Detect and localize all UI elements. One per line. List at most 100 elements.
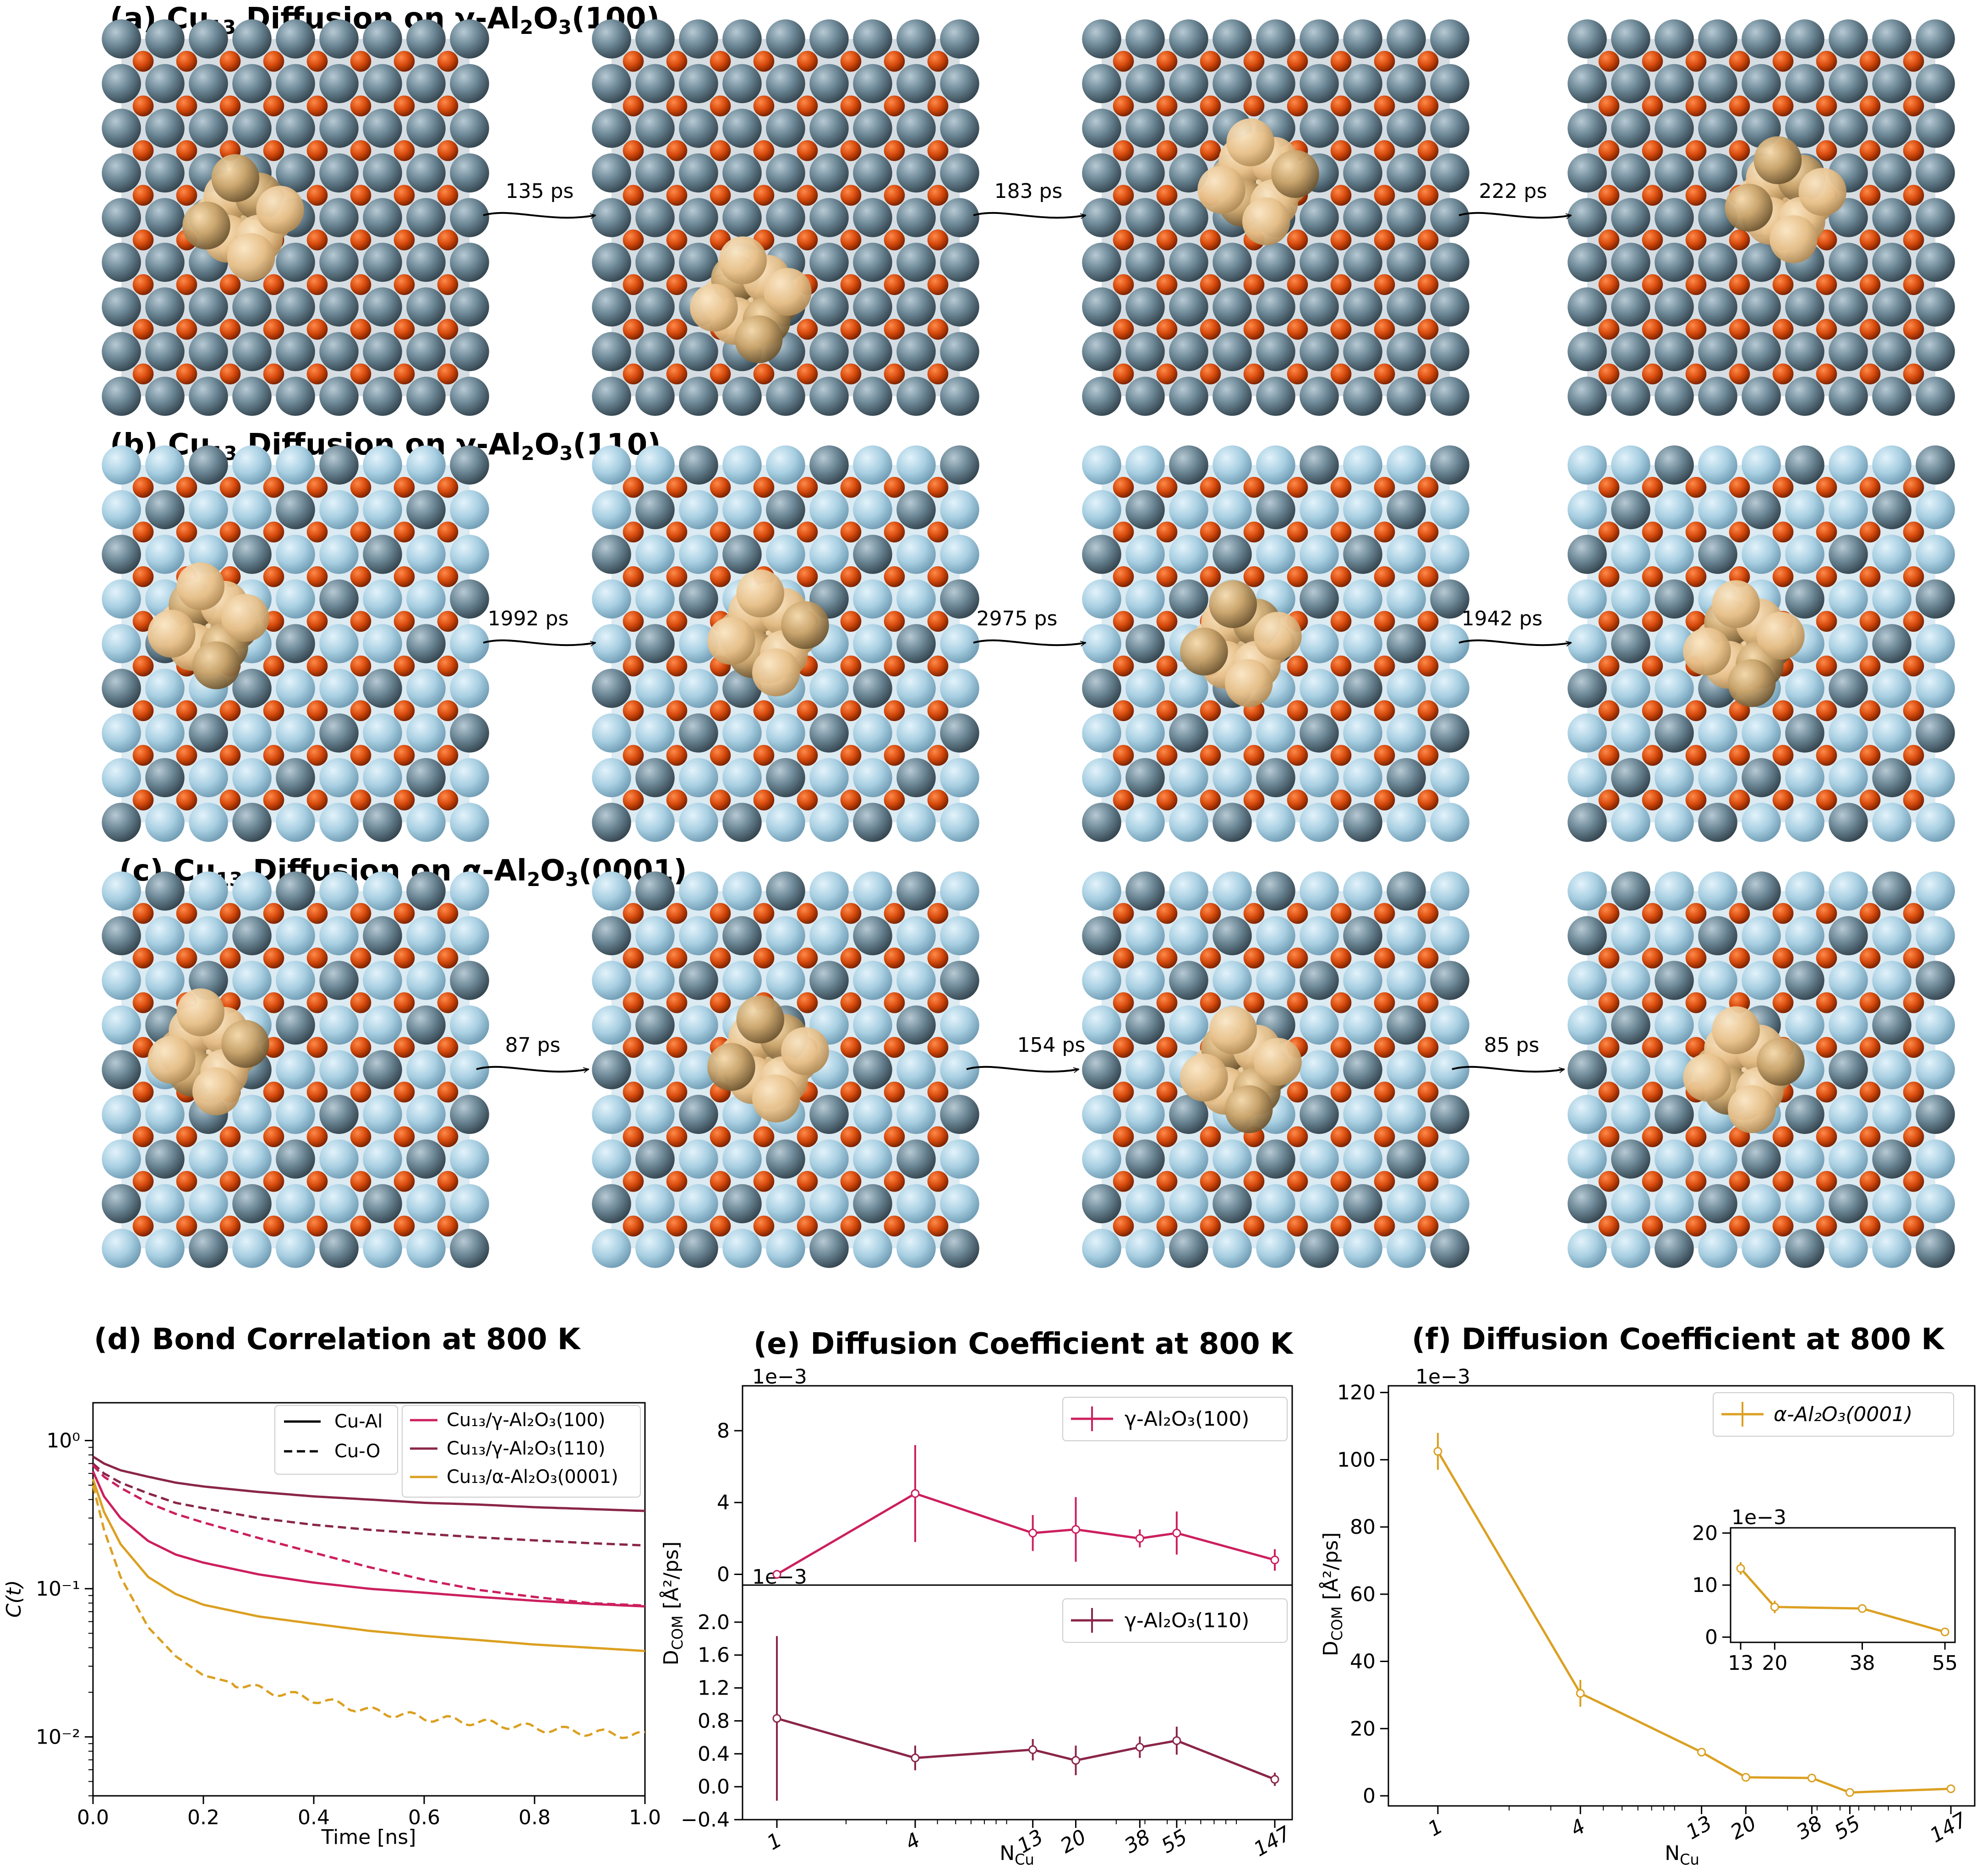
al-atom [679, 490, 718, 530]
o-atom [666, 744, 688, 766]
al-atom [102, 332, 141, 372]
al-atom [722, 758, 762, 798]
al-atom [1655, 1094, 1694, 1134]
o-atom [1859, 476, 1881, 498]
al-atom [1212, 242, 1252, 282]
o-atom [710, 1170, 731, 1192]
al-atom [1300, 668, 1339, 708]
al-atom [592, 1139, 631, 1179]
al-atom [592, 109, 631, 148]
al-atom [1125, 198, 1165, 237]
al-atom [450, 1229, 489, 1268]
o-atom [623, 789, 644, 811]
o-atom [1113, 95, 1134, 117]
o-atom [1243, 902, 1265, 924]
o-atom [393, 363, 415, 385]
o-atom [1330, 50, 1352, 72]
al-atom [1343, 624, 1382, 663]
al-atom [1655, 332, 1694, 372]
al-atom [102, 287, 141, 327]
al-atom [1785, 871, 1824, 911]
al-atom [679, 668, 718, 708]
al-atom [1567, 1094, 1607, 1134]
o-atom [1772, 789, 1794, 811]
o-atom [1374, 902, 1395, 924]
al-atom [1125, 377, 1165, 416]
al-atom [1611, 198, 1650, 237]
o-atom [1287, 95, 1308, 117]
o-atom [1598, 318, 1620, 340]
o-atom [927, 50, 949, 72]
al-atom [276, 490, 315, 530]
al-atom [1872, 490, 1912, 530]
o-atom [884, 611, 905, 632]
o-atom [1816, 566, 1837, 587]
o-atom [623, 229, 644, 251]
o-atom [1903, 50, 1924, 72]
al-atom [1343, 490, 1382, 530]
al-atom [319, 242, 359, 282]
o-atom [263, 363, 284, 385]
o-atom [1200, 1215, 1221, 1237]
o-atom [927, 1081, 949, 1103]
al-atom [1785, 64, 1824, 104]
al-atom [722, 713, 762, 753]
o-atom [1685, 744, 1707, 766]
al-atom [1387, 377, 1426, 416]
o-atom [1903, 789, 1924, 811]
o-atom [437, 700, 459, 722]
al-atom [722, 916, 762, 956]
cu-atom [764, 268, 812, 316]
al-atom [1125, 803, 1165, 842]
al-atom [276, 803, 315, 842]
o-atom [437, 566, 459, 587]
o-atom [263, 947, 284, 969]
o-atom [350, 902, 371, 924]
o-atom [263, 789, 284, 811]
al-atom [363, 153, 402, 193]
al-atom [1125, 242, 1165, 282]
o-atom [1772, 1126, 1794, 1148]
al-atom [1387, 713, 1426, 753]
al-atom [1082, 1229, 1121, 1268]
al-atom [592, 490, 631, 530]
al-atom [1698, 153, 1737, 193]
legend-label-e-g110: γ-Al₂O₃(110) [1125, 1609, 1249, 1632]
al-atom [1698, 287, 1737, 327]
al-atom [319, 535, 359, 574]
o-atom [753, 95, 775, 117]
al-atom [1300, 803, 1339, 842]
d-series-line-5 [92, 1485, 645, 1739]
al-atom [319, 287, 359, 327]
o-atom [1859, 318, 1881, 340]
o-atom [1816, 992, 1837, 1013]
al-atom [896, 445, 936, 485]
o-atom [306, 1037, 328, 1058]
al-atom [1785, 1005, 1824, 1045]
al-atom [319, 871, 359, 911]
al-atom [1430, 64, 1469, 104]
al-atom [1430, 332, 1469, 372]
o-atom [1330, 95, 1352, 117]
o-atom [1156, 744, 1178, 766]
al-atom [1567, 1050, 1607, 1089]
o-atom [1903, 229, 1924, 251]
o-atom [840, 744, 862, 766]
o-atom [1729, 476, 1750, 498]
al-atom [1300, 109, 1339, 148]
al-atom [145, 1229, 185, 1268]
o-atom [884, 274, 905, 295]
o-atom [1156, 1126, 1178, 1148]
al-atom [1698, 64, 1737, 104]
al-atom [1430, 803, 1469, 842]
f-series-point [1697, 1748, 1706, 1757]
al-atom [1829, 1229, 1868, 1268]
al-atom [722, 490, 762, 530]
o-atom [1816, 1081, 1837, 1103]
o-atom [1729, 50, 1750, 72]
al-atom [1430, 535, 1469, 574]
al-atom [1916, 1184, 1955, 1224]
al-atom [1567, 961, 1607, 1000]
o-atom [132, 521, 154, 543]
o-atom [1156, 789, 1178, 811]
